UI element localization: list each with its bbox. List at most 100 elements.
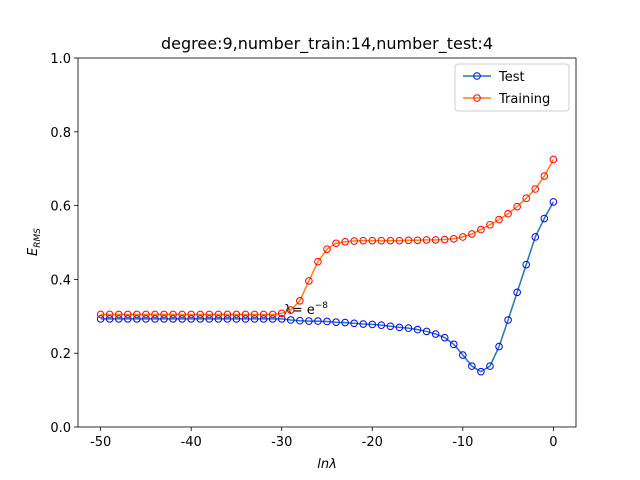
data-point	[486, 220, 494, 229]
data-point	[105, 310, 114, 319]
data-point	[477, 367, 485, 376]
data-point	[268, 310, 277, 319]
data-point	[105, 315, 114, 323]
data-point	[232, 315, 241, 323]
data-point	[440, 333, 449, 342]
data-point	[250, 310, 259, 319]
data-point	[178, 310, 186, 319]
data-point	[160, 310, 168, 319]
y-label-sub: RMS	[33, 228, 43, 248]
data-point	[477, 225, 485, 234]
data-point	[395, 236, 404, 245]
data-point	[431, 236, 440, 244]
data-point	[332, 239, 340, 248]
data-point	[223, 315, 232, 323]
data-point	[96, 315, 105, 323]
data-point	[341, 318, 349, 327]
data-point	[314, 257, 322, 266]
data-point	[449, 340, 458, 349]
y-tick-label: 0.0	[50, 421, 71, 436]
data-point	[368, 236, 377, 245]
data-point	[223, 310, 232, 319]
data-point	[160, 315, 168, 323]
data-point	[296, 297, 304, 305]
data-point	[377, 321, 386, 329]
data-point	[386, 322, 395, 331]
data-point	[314, 317, 322, 325]
chart-title: degree:9,number_train:14,number_test:4	[161, 34, 493, 54]
data-point	[513, 288, 521, 297]
x-tick-label: -30	[271, 435, 292, 450]
data-point	[359, 320, 368, 328]
data-point	[124, 310, 132, 319]
data-point	[395, 323, 404, 332]
data-point	[323, 245, 331, 253]
data-point	[286, 316, 295, 324]
y-tick-label: 0.8	[50, 126, 71, 141]
data-point	[504, 209, 512, 218]
data-point	[286, 306, 295, 314]
data-point	[549, 198, 558, 206]
data-point	[413, 236, 422, 245]
data-point	[531, 185, 540, 193]
data-point	[169, 315, 177, 323]
y-tick-label: 0.2	[50, 347, 71, 362]
data-point	[96, 310, 105, 319]
plot-frame	[77, 57, 577, 428]
data-point	[377, 236, 386, 245]
data-point	[522, 194, 531, 203]
data-point	[513, 202, 521, 211]
data-point	[504, 316, 512, 324]
data-point	[296, 316, 304, 325]
x-tick-label: 0	[549, 435, 557, 450]
data-point	[332, 318, 340, 327]
data-point	[323, 317, 331, 326]
data-point	[214, 310, 223, 319]
annotation-sup: −8	[315, 301, 329, 311]
data-point	[495, 215, 503, 224]
data-point	[422, 327, 431, 336]
data-point	[187, 315, 195, 323]
x-tick-label: -40	[181, 435, 202, 450]
data-point	[232, 310, 241, 319]
data-point	[359, 236, 368, 245]
x-axis-label: lnλ	[317, 457, 337, 472]
data-point	[114, 315, 123, 323]
data-point	[205, 315, 214, 323]
x-tick-label: -20	[362, 435, 383, 450]
data-point	[277, 315, 286, 323]
data-point	[277, 309, 286, 318]
legend-marker	[473, 72, 481, 80]
data-point	[259, 310, 268, 319]
data-point	[142, 315, 150, 323]
data-point	[151, 315, 159, 323]
y-axis-label: ERMS	[26, 228, 43, 256]
data-point	[133, 310, 141, 319]
data-point	[422, 236, 431, 244]
data-point	[268, 315, 277, 323]
data-point	[151, 310, 159, 319]
data-point	[440, 235, 449, 244]
data-point	[350, 237, 358, 245]
data-point	[404, 236, 413, 245]
data-point	[540, 214, 549, 223]
data-point	[142, 310, 150, 319]
data-point	[305, 277, 313, 285]
x-tick-label: -50	[90, 435, 111, 450]
data-point	[214, 315, 223, 323]
data-point	[531, 233, 540, 241]
data-point	[178, 315, 186, 323]
data-point	[449, 235, 458, 243]
data-point	[368, 320, 377, 329]
series-line	[100, 159, 555, 316]
legend-marker	[473, 94, 481, 102]
data-point	[124, 315, 132, 323]
data-point	[468, 362, 476, 370]
data-point	[459, 351, 467, 359]
y-tick-label: 0.6	[50, 200, 71, 215]
data-point	[169, 310, 177, 319]
data-point	[250, 315, 259, 323]
data-point	[305, 317, 313, 325]
data-point	[549, 155, 558, 164]
